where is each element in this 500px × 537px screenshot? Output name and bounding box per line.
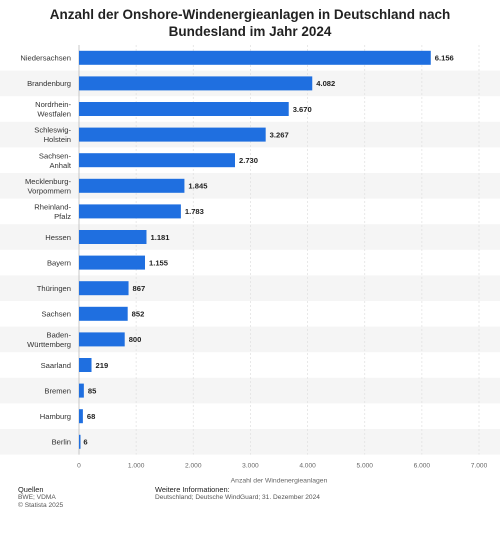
value-label: 6 — [83, 438, 87, 447]
value-label: 800 — [129, 335, 142, 344]
bar — [79, 306, 128, 321]
category-label: Saarland — [41, 361, 71, 370]
value-label: 3.670 — [293, 105, 312, 114]
x-tick-label: 1.000 — [128, 463, 145, 470]
x-tick-label: 2.000 — [185, 463, 202, 470]
category-label: Schleswig-Holstein — [34, 126, 71, 145]
bar — [79, 409, 83, 424]
row-band — [0, 173, 500, 199]
bar — [79, 178, 185, 193]
info-heading: Weitere Informationen: — [155, 485, 230, 494]
value-label: 4.082 — [316, 79, 335, 88]
x-tick-label: 4.000 — [299, 463, 316, 470]
row-band — [0, 429, 500, 455]
sources-block: Quellen BWE; VDMA © Statista 2025 — [18, 485, 64, 511]
x-tick-label: 3.000 — [242, 463, 259, 470]
info-text: Deutschland; Deutsche WindGuard; 31. Dez… — [155, 494, 320, 502]
category-label: Hamburg — [40, 412, 71, 421]
bar — [79, 434, 81, 449]
sources-line-2: © Statista 2025 — [18, 502, 64, 510]
x-tick-label: 7.000 — [471, 463, 488, 470]
category-label: Thüringen — [37, 284, 71, 293]
category-label: Berlin — [52, 438, 71, 447]
value-label: 1.181 — [150, 233, 170, 242]
value-label: 85 — [88, 386, 97, 395]
info-block: Weitere Informationen: Deutschland; Deut… — [155, 485, 320, 502]
value-label: 219 — [96, 361, 109, 370]
bar — [79, 204, 181, 219]
value-label: 1.155 — [149, 258, 169, 267]
category-label: Brandenburg — [27, 79, 71, 88]
row-band — [0, 275, 500, 301]
bar — [79, 332, 125, 347]
value-label: 2.730 — [239, 156, 258, 165]
category-label: Rheinland-Pfalz — [34, 202, 71, 221]
category-label: Nordrhein-Westfalen — [35, 100, 71, 119]
bar — [79, 76, 313, 91]
x-tick-label: 5.000 — [356, 463, 373, 470]
row-band — [0, 377, 500, 404]
value-label: 6.156 — [435, 54, 454, 63]
bar — [79, 102, 289, 116]
x-tick-label: 0 — [77, 463, 81, 470]
x-tick-label: 6.000 — [414, 463, 431, 470]
value-label: 1.783 — [185, 207, 204, 216]
category-label: Niedersachsen — [20, 54, 71, 63]
sources-line-1: BWE; VDMA — [18, 494, 56, 502]
value-label: 867 — [133, 284, 146, 293]
category-label: Bayern — [47, 258, 71, 267]
chart-title: Anzahl der Onshore-Windenergieanlagen in… — [49, 7, 451, 39]
bar — [79, 153, 235, 168]
x-axis-title: Anzahl der Windenergieanlagen — [231, 478, 328, 485]
row-band — [0, 224, 500, 250]
bar — [79, 50, 431, 65]
bar — [79, 127, 266, 142]
bar — [79, 383, 84, 398]
category-label: Sachsen-Anhalt — [39, 151, 72, 170]
value-label: 852 — [132, 310, 145, 319]
value-label: 3.267 — [270, 130, 289, 139]
category-label: Mecklenburg-Vorpommern — [25, 177, 71, 196]
category-label: Sachsen — [41, 310, 71, 319]
category-label: Hessen — [45, 233, 71, 242]
bar — [79, 281, 129, 296]
bar — [79, 358, 92, 372]
bar — [79, 230, 147, 244]
bar — [79, 255, 145, 270]
value-label: 1.845 — [188, 182, 208, 191]
category-label: Baden-Württemberg — [27, 330, 71, 349]
sources-heading: Quellen — [18, 485, 44, 494]
row-band — [0, 326, 500, 353]
category-label: Bremen — [44, 386, 71, 395]
value-label: 68 — [87, 412, 95, 421]
